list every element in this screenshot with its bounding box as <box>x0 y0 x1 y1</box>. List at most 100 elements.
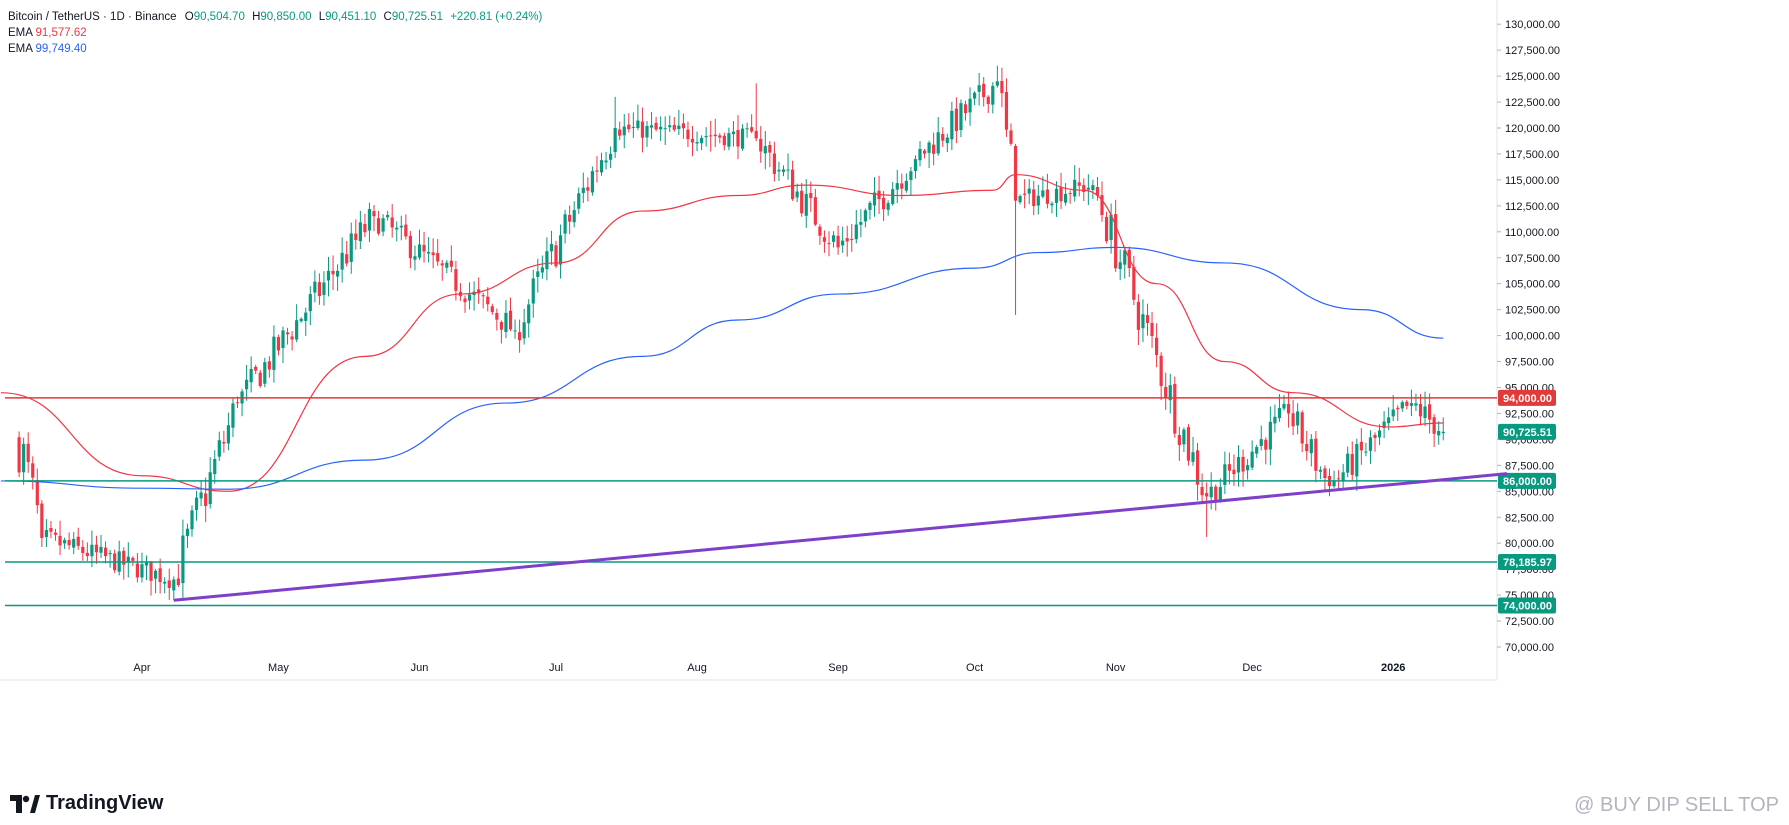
low-label: L <box>318 11 326 23</box>
candle-body <box>85 552 89 557</box>
candle-up <box>1086 174 1090 206</box>
candle-body <box>731 131 736 135</box>
y-tick-label: 87,500.00 <box>1505 460 1554 472</box>
candle-down <box>1214 484 1218 511</box>
candle-up <box>1018 194 1022 205</box>
candle-body <box>568 214 572 222</box>
candle-down <box>1350 441 1354 481</box>
candle-body <box>31 463 35 478</box>
ema-fast-value: 91,577.62 <box>35 27 87 39</box>
candle-down <box>508 297 513 332</box>
close-value: 90,725.51 <box>391 11 444 23</box>
candle-body <box>963 104 968 114</box>
symbol-title[interactable]: Bitcoin / TetherUS · 1D · Binance <box>8 11 177 23</box>
candle-down <box>640 107 645 153</box>
candle-up <box>645 120 649 147</box>
candle-down <box>1373 432 1377 452</box>
candle-body <box>1100 195 1104 216</box>
candle-up <box>336 264 340 291</box>
candle-body <box>859 222 863 225</box>
candle-body <box>1400 402 1404 409</box>
candle-body <box>581 187 585 194</box>
candle-up <box>1423 391 1427 427</box>
candle-body <box>540 267 544 273</box>
candle-down <box>736 115 740 160</box>
candle-body <box>422 244 426 252</box>
candle-up <box>1064 183 1068 206</box>
candle-body <box>304 312 308 321</box>
candle-body <box>558 235 563 265</box>
candle-down <box>1068 190 1072 204</box>
ema-fast-line <box>0 174 1444 492</box>
candle-body <box>149 562 153 581</box>
candle-down <box>499 320 503 344</box>
x-tick-label: Oct <box>966 662 983 674</box>
candle-down <box>681 113 685 139</box>
candle-body <box>22 443 26 473</box>
candle-body <box>1291 413 1295 427</box>
candle-body <box>1405 401 1409 406</box>
candle-up <box>977 72 981 106</box>
open-value: 90,504.70 <box>193 11 245 23</box>
candle-down <box>408 231 412 269</box>
candle-body <box>386 214 390 218</box>
candle-body <box>290 336 294 340</box>
x-tick-label: Jun <box>411 662 429 674</box>
candle-body <box>695 142 699 144</box>
candle-body <box>1186 427 1191 461</box>
candle-up <box>1223 451 1227 494</box>
candle-up <box>1250 440 1254 471</box>
candle-body <box>1191 452 1195 462</box>
open-label: O <box>184 11 194 23</box>
candle-down <box>1264 437 1268 465</box>
candle-up <box>299 317 303 323</box>
ohlc-row: Bitcoin / TetherUS · 1D · Binance O90,50… <box>8 9 542 25</box>
candle-up <box>1391 394 1395 422</box>
candle-body <box>185 528 190 536</box>
candle-body <box>204 493 208 507</box>
high-value: 90,850.00 <box>260 11 312 23</box>
candle-body <box>1382 421 1386 428</box>
candle-up <box>413 245 417 271</box>
ema-fast-row[interactable]: EMA 91,577.62 <box>8 25 542 41</box>
candle-up <box>1341 463 1345 490</box>
candle-up <box>313 270 317 303</box>
y-tick-label: 117,500.00 <box>1505 149 1559 161</box>
candle-up <box>126 542 130 578</box>
tradingview-logo[interactable]: TradingView <box>10 792 163 815</box>
candle-up <box>1437 421 1441 445</box>
candle-down <box>363 213 367 238</box>
candle-body <box>1437 431 1441 436</box>
candle-down <box>458 283 463 301</box>
candle-down <box>690 125 695 157</box>
level-price-label: 78,185.97 <box>1503 557 1552 569</box>
candle-up <box>1182 427 1186 453</box>
candle-body <box>94 544 99 553</box>
candle-body <box>663 128 667 130</box>
candle-body <box>1164 386 1168 399</box>
candle-up <box>63 537 67 549</box>
candle-up <box>950 101 954 151</box>
ema-slow-row[interactable]: EMA 99,749.40 <box>8 41 542 57</box>
candle-up <box>590 166 594 196</box>
candle-body <box>1277 408 1282 419</box>
candle-up <box>904 173 908 193</box>
candle-down <box>422 231 426 263</box>
candle-body <box>144 562 149 566</box>
candle-body <box>895 183 899 190</box>
close-label: C <box>383 11 392 23</box>
candle-body <box>531 278 535 304</box>
candle-up <box>891 181 895 206</box>
candle-body <box>122 550 126 565</box>
candle-down <box>276 334 281 356</box>
candle-body <box>1364 451 1368 453</box>
candle-down <box>800 182 804 217</box>
level-price-label: 74,000.00 <box>1503 600 1552 612</box>
candle-body <box>863 210 867 222</box>
candle-down <box>1000 67 1004 108</box>
candle-body <box>1318 469 1322 472</box>
candle-down <box>586 177 590 202</box>
candle-up <box>804 179 808 228</box>
candle-body <box>1004 91 1009 130</box>
